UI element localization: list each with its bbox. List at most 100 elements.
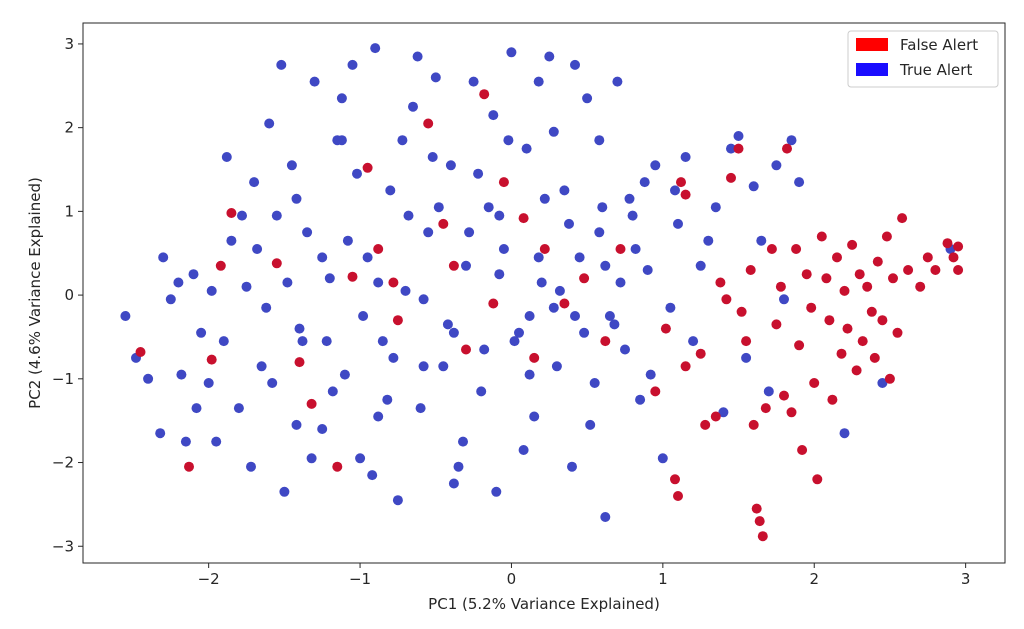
point-true-alert <box>483 202 494 213</box>
point-true-alert <box>256 361 267 372</box>
point-false-alert <box>816 231 827 242</box>
point-true-alert <box>461 260 471 271</box>
point-false-alert <box>922 252 933 263</box>
point-true-alert <box>415 403 426 414</box>
point-false-alert <box>775 281 786 292</box>
point-true-alert <box>794 177 805 188</box>
point-false-alert <box>726 172 736 183</box>
point-true-alert <box>524 369 535 380</box>
point-true-alert <box>203 378 214 388</box>
point-false-alert <box>877 315 888 326</box>
point-true-alert <box>279 486 290 497</box>
point-true-alert <box>839 428 850 439</box>
point-true-alert <box>180 436 191 447</box>
point-false-alert <box>745 265 756 275</box>
point-true-alert <box>342 235 353 246</box>
point-true-alert <box>544 51 555 62</box>
point-false-alert <box>751 503 762 514</box>
point-false-alert <box>930 265 941 275</box>
point-false-alert <box>797 445 808 455</box>
point-true-alert <box>120 311 131 321</box>
point-true-alert <box>600 260 611 271</box>
point-true-alert <box>657 453 668 464</box>
point-true-alert <box>529 411 540 422</box>
point-false-alert <box>332 461 343 472</box>
x-tick-label: 2 <box>809 570 819 588</box>
point-false-alert <box>448 260 459 271</box>
legend-label-true-alert: True Alert <box>899 61 972 79</box>
point-false-alert <box>851 365 862 376</box>
point-true-alert <box>385 185 396 196</box>
point-true-alert <box>771 160 782 171</box>
point-true-alert <box>241 281 252 292</box>
point-true-alert <box>221 152 232 162</box>
point-true-alert <box>779 294 789 305</box>
y-axis-label: PC2 (4.6% Variance Explained) <box>26 177 44 409</box>
point-true-alert <box>688 336 699 347</box>
point-true-alert <box>620 344 630 355</box>
point-false-alert <box>892 327 903 338</box>
point-true-alert <box>448 327 459 338</box>
points-layer <box>120 43 964 542</box>
point-true-alert <box>355 453 366 464</box>
point-true-alert <box>533 76 544 87</box>
point-true-alert <box>423 227 434 238</box>
point-true-alert <box>594 135 605 146</box>
x-axis-label: PC1 (5.2% Variance Explained) <box>428 595 660 613</box>
point-true-alert <box>585 419 596 430</box>
x-tick-label: 3 <box>961 570 971 588</box>
y-tick-label: 3 <box>64 35 74 53</box>
point-true-alert <box>548 302 559 313</box>
point-false-alert <box>710 411 721 422</box>
legend-label-false-alert: False Alert <box>900 36 978 54</box>
point-true-alert <box>635 394 646 405</box>
point-true-alert <box>630 244 641 254</box>
point-false-alert <box>854 269 865 280</box>
point-false-alert <box>786 407 797 418</box>
point-true-alert <box>488 110 499 121</box>
legend-swatch-false-alert <box>856 38 888 51</box>
point-true-alert <box>336 135 347 146</box>
point-true-alert <box>680 152 691 162</box>
point-false-alert <box>518 213 529 224</box>
point-true-alert <box>317 252 328 263</box>
point-true-alert <box>188 269 199 280</box>
point-false-alert <box>529 352 540 363</box>
point-true-alert <box>261 302 272 313</box>
point-true-alert <box>352 168 362 179</box>
point-false-alert <box>794 340 805 351</box>
point-false-alert <box>760 403 771 414</box>
point-true-alert <box>264 118 275 129</box>
point-true-alert <box>574 252 585 263</box>
point-true-alert <box>468 76 479 87</box>
point-true-alert <box>418 294 429 305</box>
point-true-alert <box>362 252 373 263</box>
point-true-alert <box>506 47 517 58</box>
point-true-alert <box>554 285 565 296</box>
point-true-alert <box>158 252 169 263</box>
point-true-alert <box>491 486 502 497</box>
point-true-alert <box>570 311 580 321</box>
point-false-alert <box>857 336 868 347</box>
point-true-alert <box>306 453 317 464</box>
point-true-alert <box>336 93 347 104</box>
point-true-alert <box>877 378 888 388</box>
point-true-alert <box>695 260 706 271</box>
point-false-alert <box>782 143 792 154</box>
point-true-alert <box>367 470 378 481</box>
point-true-alert <box>237 210 247 221</box>
point-true-alert <box>639 177 650 188</box>
point-true-alert <box>551 361 562 372</box>
point-true-alert <box>392 495 403 506</box>
x-axis-ticks: −2 −1 0 1 2 3 <box>198 563 971 588</box>
point-true-alert <box>726 143 736 154</box>
point-true-alert <box>249 177 260 188</box>
point-false-alert <box>771 319 782 330</box>
point-false-alert <box>559 298 570 309</box>
point-false-alert <box>953 241 964 252</box>
point-false-alert <box>884 373 895 384</box>
legend: False Alert True Alert <box>847 30 999 88</box>
point-true-alert <box>642 265 653 275</box>
point-true-alert <box>748 181 759 192</box>
point-false-alert <box>226 208 237 218</box>
